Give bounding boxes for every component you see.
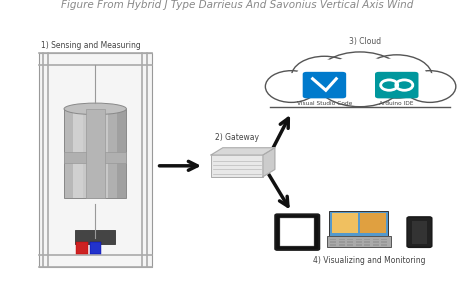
Text: 2) Gateway: 2) Gateway xyxy=(215,133,259,142)
FancyBboxPatch shape xyxy=(64,152,127,162)
Circle shape xyxy=(292,56,357,97)
Circle shape xyxy=(404,71,456,102)
FancyBboxPatch shape xyxy=(381,241,387,243)
FancyBboxPatch shape xyxy=(83,109,108,198)
Polygon shape xyxy=(263,148,275,177)
FancyBboxPatch shape xyxy=(381,244,387,246)
FancyBboxPatch shape xyxy=(338,241,345,243)
Text: 4) Visualizing and Monitoring: 4) Visualizing and Monitoring xyxy=(313,256,426,265)
FancyBboxPatch shape xyxy=(117,109,127,198)
FancyBboxPatch shape xyxy=(331,214,357,233)
FancyBboxPatch shape xyxy=(327,236,391,246)
Circle shape xyxy=(269,73,313,100)
Circle shape xyxy=(265,71,318,102)
FancyBboxPatch shape xyxy=(381,239,387,240)
FancyBboxPatch shape xyxy=(360,214,386,233)
FancyBboxPatch shape xyxy=(211,155,263,177)
FancyBboxPatch shape xyxy=(373,241,379,243)
FancyBboxPatch shape xyxy=(364,244,370,246)
FancyBboxPatch shape xyxy=(364,239,370,240)
FancyBboxPatch shape xyxy=(86,109,105,198)
FancyBboxPatch shape xyxy=(373,244,379,246)
FancyBboxPatch shape xyxy=(330,239,336,240)
Circle shape xyxy=(366,58,427,95)
FancyBboxPatch shape xyxy=(356,239,362,240)
FancyBboxPatch shape xyxy=(356,241,362,243)
FancyBboxPatch shape xyxy=(64,109,73,198)
Circle shape xyxy=(408,73,452,100)
FancyBboxPatch shape xyxy=(329,211,388,236)
FancyBboxPatch shape xyxy=(75,230,115,244)
FancyBboxPatch shape xyxy=(347,239,353,240)
Text: Figure From Hybrid J Type Darrieus And Savonius Vertical Axis Wind: Figure From Hybrid J Type Darrieus And S… xyxy=(61,0,413,10)
FancyBboxPatch shape xyxy=(303,72,346,98)
FancyBboxPatch shape xyxy=(330,241,336,243)
FancyBboxPatch shape xyxy=(375,72,419,98)
Circle shape xyxy=(361,55,432,98)
FancyBboxPatch shape xyxy=(373,239,379,240)
Text: Arduino IDE: Arduino IDE xyxy=(380,101,414,106)
FancyBboxPatch shape xyxy=(347,244,353,246)
Circle shape xyxy=(322,56,398,103)
FancyBboxPatch shape xyxy=(76,242,88,254)
FancyBboxPatch shape xyxy=(412,221,427,243)
FancyBboxPatch shape xyxy=(108,109,117,198)
Circle shape xyxy=(315,52,405,107)
FancyBboxPatch shape xyxy=(38,53,152,267)
FancyBboxPatch shape xyxy=(356,244,362,246)
FancyBboxPatch shape xyxy=(338,244,345,246)
Text: 3) Cloud: 3) Cloud xyxy=(348,37,381,46)
FancyBboxPatch shape xyxy=(364,241,370,243)
Text: Visual Studio Code: Visual Studio Code xyxy=(297,101,352,106)
FancyBboxPatch shape xyxy=(73,109,83,198)
FancyBboxPatch shape xyxy=(338,239,345,240)
FancyBboxPatch shape xyxy=(330,244,336,246)
FancyBboxPatch shape xyxy=(281,218,314,246)
FancyBboxPatch shape xyxy=(347,241,353,243)
Polygon shape xyxy=(211,148,275,155)
FancyBboxPatch shape xyxy=(407,217,432,247)
Circle shape xyxy=(296,59,353,94)
Bar xyxy=(270,84,450,107)
FancyBboxPatch shape xyxy=(275,214,319,250)
FancyBboxPatch shape xyxy=(90,242,101,254)
Text: 1) Sensing and Measuring: 1) Sensing and Measuring xyxy=(41,41,141,50)
Ellipse shape xyxy=(64,103,127,115)
